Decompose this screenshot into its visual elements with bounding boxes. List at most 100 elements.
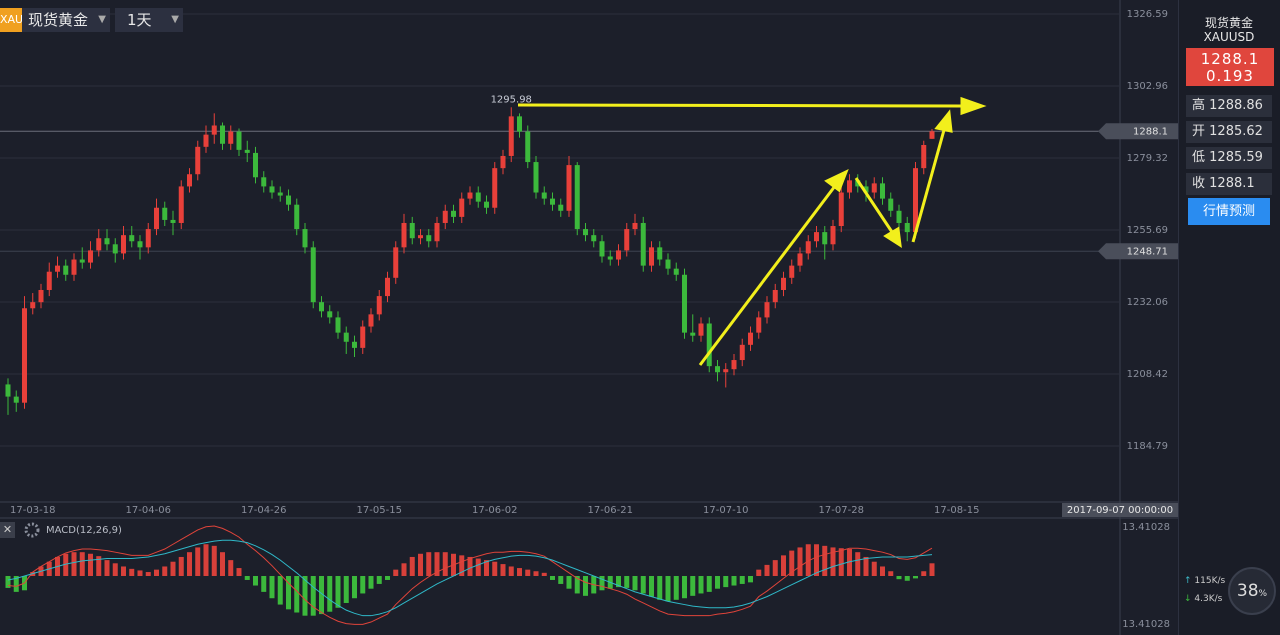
candle-body bbox=[500, 155, 506, 169]
crosshair-label: 2017-09-07 00:00:00 bbox=[1067, 505, 1173, 516]
period[interactable]: 1天 bbox=[127, 11, 152, 29]
macd-bar bbox=[434, 552, 440, 576]
last-price: 1288.1 bbox=[1200, 50, 1260, 68]
macd-bar bbox=[484, 560, 489, 576]
usage-unit: % bbox=[1258, 589, 1268, 599]
period-select[interactable]: 1天 ▼ bbox=[115, 8, 183, 32]
macd-bar bbox=[822, 545, 828, 576]
macd-bar bbox=[748, 576, 753, 583]
candle-body bbox=[137, 241, 143, 248]
close-icon[interactable]: ✕ bbox=[3, 523, 12, 536]
macd-bar bbox=[715, 576, 720, 589]
symbol[interactable]: 现货黄金 bbox=[28, 11, 89, 29]
macd-bar bbox=[558, 576, 564, 584]
macd-bar bbox=[830, 547, 836, 576]
macd-bar bbox=[376, 576, 382, 584]
candle-body bbox=[269, 186, 275, 193]
candle-body bbox=[393, 247, 399, 278]
macd-bar bbox=[63, 553, 69, 576]
candle-body bbox=[591, 235, 597, 242]
candle-body bbox=[797, 253, 803, 266]
macd-bar bbox=[525, 569, 531, 576]
macd-bar bbox=[319, 576, 324, 615]
y-tick-label: 1208.42 bbox=[1127, 369, 1168, 380]
price-tag-label: 1248.71 bbox=[1127, 246, 1168, 257]
macd-bar bbox=[170, 561, 176, 576]
chart: 2017-09-07 00:00:00 ✕ MACD(12,26,9) 1184… bbox=[0, 0, 1178, 635]
y-tick-label: 1232.06 bbox=[1127, 297, 1168, 308]
candle-body bbox=[789, 265, 795, 278]
macd-bar bbox=[789, 550, 795, 576]
arrow-head bbox=[883, 226, 902, 248]
candle-body bbox=[541, 192, 547, 199]
candle-body bbox=[822, 232, 828, 245]
macd-bar bbox=[706, 576, 712, 592]
macd-bar bbox=[253, 576, 258, 586]
macd-bar bbox=[475, 558, 481, 576]
candle-body bbox=[574, 165, 580, 230]
low-row: 低 1285.59 bbox=[1186, 147, 1272, 169]
macd-bar bbox=[492, 561, 498, 576]
candle-body bbox=[690, 332, 696, 336]
candle-body bbox=[871, 183, 877, 193]
candle-body bbox=[310, 247, 316, 303]
macd-bar bbox=[203, 544, 209, 576]
candle-body bbox=[921, 144, 927, 169]
candle-body bbox=[888, 198, 894, 211]
macd-bar bbox=[121, 566, 126, 576]
macd-bar bbox=[566, 576, 572, 589]
open-value: 1285.62 bbox=[1209, 124, 1263, 139]
macd-bar bbox=[739, 576, 745, 584]
macd-bar bbox=[360, 576, 366, 594]
x-tick-label: 17-08-15 bbox=[934, 505, 979, 516]
sidebar-name: 现货黄金 bbox=[1204, 16, 1253, 30]
dropdown-icon[interactable]: ▼ bbox=[171, 14, 179, 25]
dropdown-icon[interactable]: ▼ bbox=[98, 14, 106, 25]
forecast-button[interactable]: 行情预测 bbox=[1188, 198, 1270, 225]
macd-bar bbox=[88, 553, 93, 576]
macd-bar bbox=[624, 576, 630, 588]
macd-bar bbox=[665, 576, 671, 602]
macd-bar bbox=[302, 576, 308, 616]
y-tick-label: 1279.32 bbox=[1127, 153, 1168, 164]
macd-bar bbox=[913, 576, 918, 579]
macd-bar bbox=[261, 576, 267, 592]
candle-body bbox=[525, 131, 531, 163]
price-tag bbox=[1098, 123, 1178, 140]
low-value: 1285.59 bbox=[1209, 150, 1263, 165]
candle-body bbox=[104, 238, 110, 245]
close-button[interactable] bbox=[0, 522, 15, 538]
candle-body bbox=[434, 222, 440, 242]
macd-bar bbox=[187, 552, 192, 576]
high-value: 1288.86 bbox=[1209, 98, 1263, 113]
macd-line bbox=[7, 539, 933, 617]
candle-body bbox=[723, 369, 729, 373]
candle-body bbox=[550, 198, 555, 205]
candle-body bbox=[632, 222, 638, 230]
row-label: 收 bbox=[1192, 176, 1206, 191]
macd-bar bbox=[145, 572, 151, 576]
macd-bar bbox=[814, 544, 819, 576]
speed: 4.3K/s bbox=[1194, 594, 1223, 604]
macd-bar bbox=[847, 549, 852, 576]
candle-body bbox=[5, 384, 11, 397]
macd-bar bbox=[5, 576, 11, 588]
symbol-select[interactable]: 现货黄金 ▼ bbox=[22, 8, 110, 32]
candle-body bbox=[154, 207, 159, 230]
settings-icon[interactable] bbox=[24, 522, 40, 538]
candle-body bbox=[253, 152, 258, 178]
macd-bar bbox=[401, 563, 407, 576]
macd-bar bbox=[541, 572, 547, 576]
usage-value: 38 bbox=[1236, 581, 1259, 601]
candle-body bbox=[508, 116, 514, 156]
macd-bar bbox=[781, 555, 786, 576]
candle-body bbox=[294, 204, 300, 230]
macd-bar bbox=[871, 561, 877, 576]
close-row: 收 1288.1 bbox=[1186, 173, 1272, 195]
macd-bar bbox=[178, 556, 184, 576]
candle-body bbox=[492, 168, 498, 208]
candle-body bbox=[896, 210, 902, 223]
candle-body bbox=[517, 116, 522, 132]
candle-body bbox=[30, 302, 36, 309]
macd-bar bbox=[228, 560, 234, 576]
